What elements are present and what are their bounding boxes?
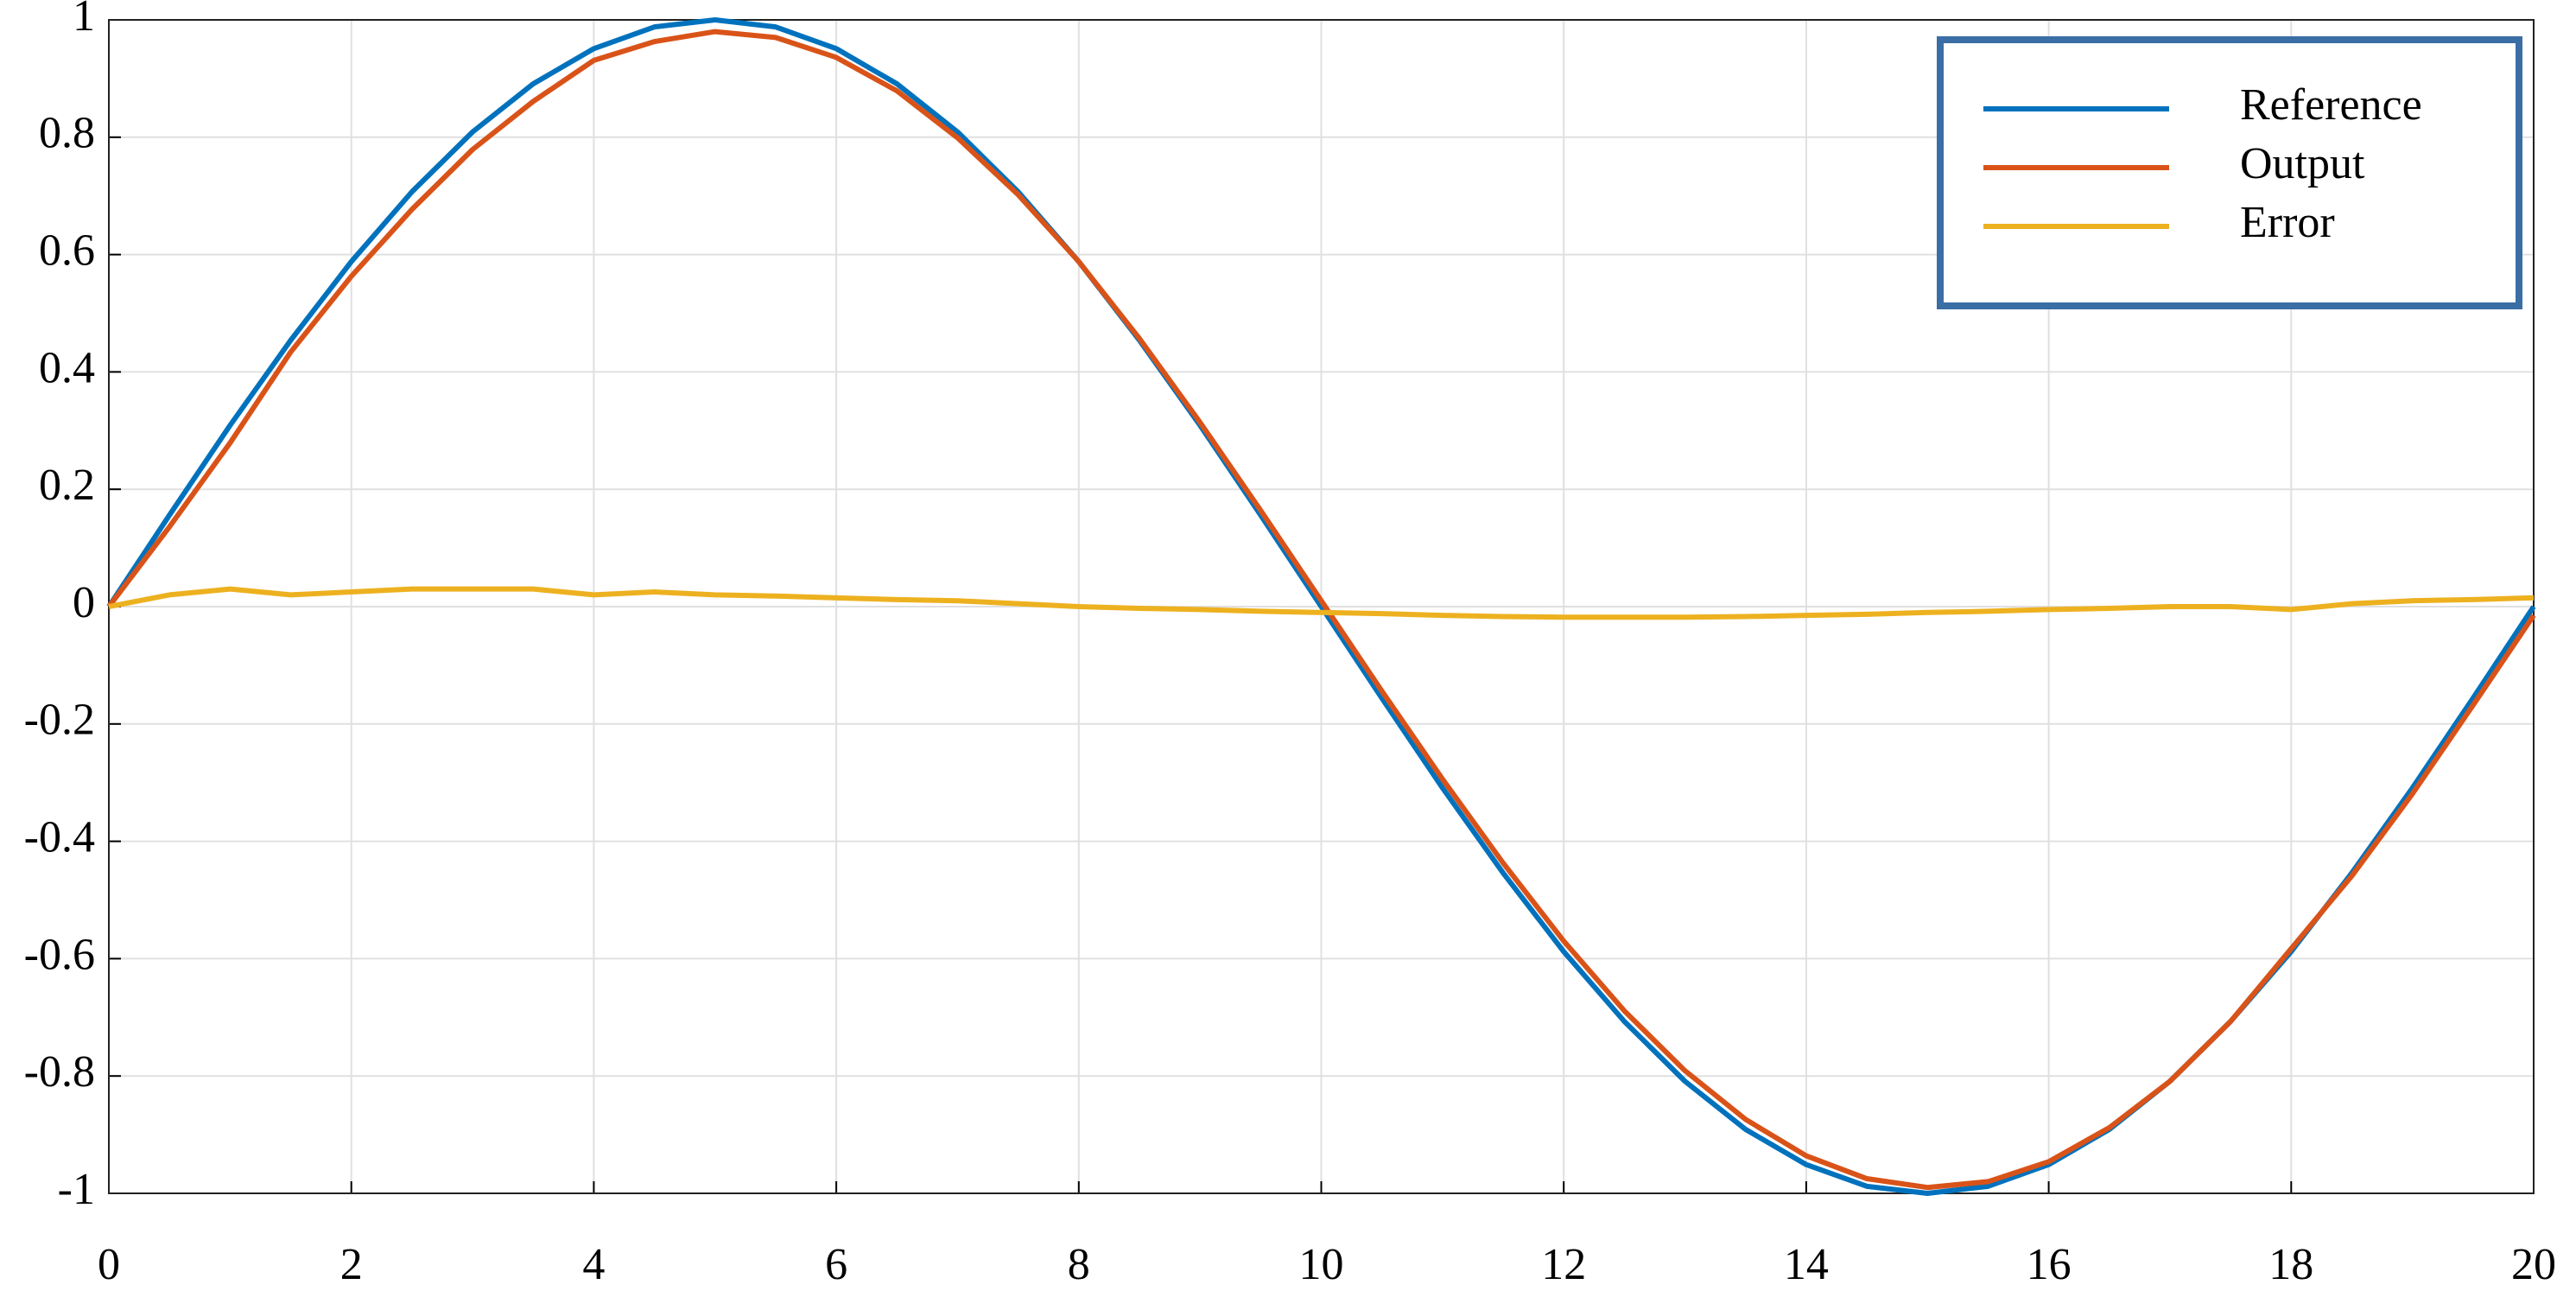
x-tick-label: 18 [2268,1240,2313,1289]
y-tick-label: 1 [73,0,95,41]
x-tick-label: 12 [1541,1240,1586,1289]
y-tick-label: 0.4 [39,343,95,392]
y-tick-label: 0 [73,578,95,627]
legend-box [1937,36,2522,309]
y-tick-label: -1 [58,1165,95,1214]
x-tick-label: 0 [98,1240,120,1289]
y-tick-label: 0.6 [39,226,95,276]
x-tick-label: 6 [825,1240,847,1289]
legend-label: Output [2240,139,2365,188]
x-tick-label: 14 [1784,1240,1829,1289]
x-tick-label: 20 [2511,1240,2556,1289]
x-tick-label: 16 [2027,1240,2072,1289]
x-tick-label: 10 [1299,1240,1344,1289]
legend-label: Reference [2240,80,2422,130]
y-tick-label: -0.2 [24,696,95,745]
y-tick-label: -0.4 [24,813,95,862]
data-line [106,29,2536,1191]
x-tick-label: 4 [582,1240,605,1289]
legend-label: Error [2240,198,2335,247]
y-tick-label: 0.2 [39,461,95,510]
x-tick-label: 8 [1068,1240,1090,1289]
x-tick-label: 2 [340,1240,363,1289]
y-tick-label: -0.8 [24,1047,95,1097]
y-tick-label: -0.6 [24,930,95,979]
y-tick-label: 0.8 [39,109,95,158]
data-line [108,586,2535,620]
